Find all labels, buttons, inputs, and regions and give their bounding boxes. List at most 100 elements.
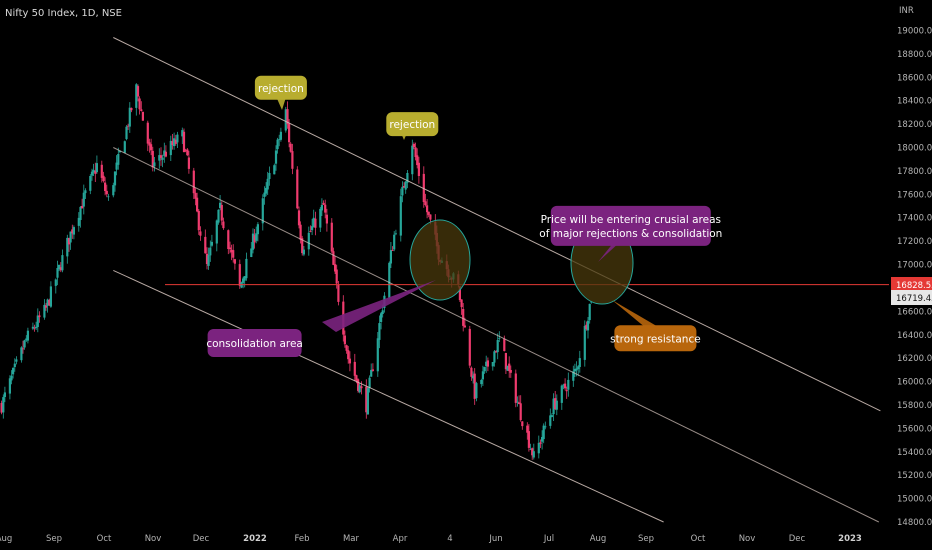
candle-up: [496, 340, 499, 353]
candle-up: [36, 315, 39, 327]
candle-up: [49, 286, 52, 307]
candle-down: [337, 284, 340, 302]
candle-up: [586, 320, 590, 331]
candle-down: [463, 325, 466, 328]
x-tick-label: Aug: [590, 534, 607, 544]
candle-down: [343, 335, 346, 345]
candle-up: [243, 276, 246, 281]
x-tick-label: Mar: [343, 534, 360, 544]
candle-down: [297, 210, 301, 226]
candle-down: [486, 360, 489, 367]
candle-down: [504, 353, 507, 370]
annotation-text: consolidation area: [206, 338, 303, 350]
candle-up: [163, 150, 166, 157]
candle-up: [263, 192, 266, 197]
candle-up: [284, 109, 287, 131]
candle-up: [125, 126, 128, 140]
candle-down: [150, 144, 153, 151]
y-tick-label: 16200.00: [897, 354, 932, 364]
candle-up: [483, 366, 486, 372]
candle-down: [232, 250, 235, 258]
candle-up: [588, 303, 591, 321]
candle-up: [46, 299, 49, 306]
candle-up: [562, 384, 565, 386]
candle-up: [245, 258, 248, 279]
candle-up: [319, 208, 322, 228]
candle-up: [555, 400, 558, 410]
y-tick-label: 15800.00: [897, 401, 932, 411]
rejection-bubble-2[interactable]: rejection: [386, 112, 439, 140]
y-tick-label: 17000.00: [897, 261, 932, 271]
channel-line[interactable]: [113, 147, 880, 523]
candle-down: [585, 324, 588, 330]
candle-up: [255, 233, 258, 241]
candle-up: [544, 426, 547, 428]
candle-down: [412, 143, 415, 147]
candle-up: [169, 140, 172, 156]
candle-down: [233, 259, 236, 264]
channel-lines-layer: [113, 37, 881, 523]
rejection-bubble-1[interactable]: rejection: [254, 75, 307, 110]
candle-up: [20, 347, 23, 361]
candle-down: [325, 214, 328, 224]
candle-down: [227, 230, 230, 249]
candle-up: [210, 241, 213, 246]
annotation-text: rejection: [258, 83, 304, 95]
candle-down: [314, 218, 317, 228]
candle-down: [48, 299, 51, 306]
resistance-price-tag: [891, 277, 932, 292]
x-axis: Aug Sep Oct Nov Dec 2022 Feb Mar Apr 4 Jun Jul Aug Se…: [0, 530, 889, 550]
strong-resistance-bubble[interactable]: strong resistance: [610, 300, 701, 352]
y-tick-label: 17600.00: [897, 190, 932, 200]
consolidation-area-bubble[interactable]: consolidation area: [206, 280, 436, 357]
candle-down: [460, 299, 463, 308]
candle-up: [3, 392, 6, 397]
candle-up: [118, 151, 121, 153]
x-tick-label: 2022: [243, 534, 267, 544]
candle-up: [573, 368, 576, 372]
x-tick-label: Sep: [46, 534, 62, 544]
candle-up: [549, 415, 552, 426]
candle-down: [514, 373, 517, 403]
candle-down: [238, 264, 241, 286]
candle-down: [391, 250, 394, 251]
y-tick-label: 18200.00: [897, 120, 932, 130]
candle-down: [141, 111, 144, 121]
candle-up: [542, 425, 545, 440]
y-tick-label: 16000.00: [897, 378, 932, 388]
candle-up: [66, 237, 69, 257]
candle-up: [219, 202, 222, 208]
channel-line[interactable]: [113, 269, 664, 523]
candle-down: [345, 345, 348, 351]
entering-crucial-areas-bubble[interactable]: Price will be entering crusial areas of m…: [539, 205, 722, 262]
candle-up: [90, 171, 94, 176]
candle-up: [77, 217, 80, 226]
candle-down: [130, 108, 133, 111]
annotation-text: Price will be entering crusial areas: [541, 214, 721, 226]
y-tick-label: 18000.00: [897, 144, 932, 154]
channel-line[interactable]: [113, 37, 881, 412]
candle-up: [370, 369, 373, 377]
consolidation-zone-circle[interactable]: [409, 219, 471, 301]
y-tick-label: 15400.00: [897, 448, 932, 458]
candle-down: [171, 141, 174, 145]
candle-up: [393, 234, 396, 250]
x-tick-label: Jun: [488, 534, 502, 544]
candle-up: [266, 178, 269, 190]
x-tick-label: Nov: [739, 534, 756, 544]
candle-up: [320, 205, 323, 211]
candle-up: [481, 371, 484, 380]
candle-up: [550, 415, 553, 417]
candle-up: [217, 209, 220, 223]
last-price-tag: [891, 290, 932, 305]
candle-down: [521, 421, 524, 427]
candle-up: [498, 338, 501, 339]
y-tick-label: 15000.00: [897, 495, 932, 505]
candle-up: [578, 358, 581, 367]
candle-up: [12, 368, 15, 375]
candle-down: [509, 370, 512, 373]
candle-up: [256, 224, 259, 235]
candle-down: [104, 182, 107, 191]
candle-up: [312, 217, 315, 228]
